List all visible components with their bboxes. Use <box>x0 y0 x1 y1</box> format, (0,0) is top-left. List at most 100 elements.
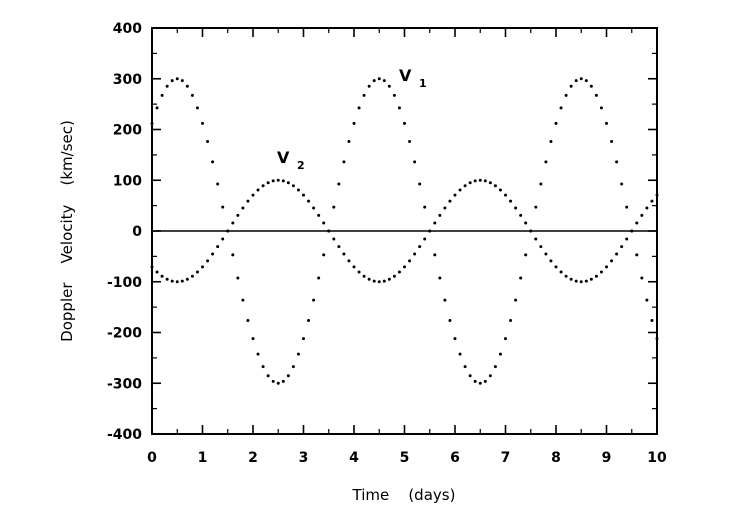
series-v1-point <box>397 106 401 110</box>
series-v2-point <box>387 277 391 281</box>
series-v2-point <box>498 188 502 192</box>
series-v1-point <box>160 93 164 97</box>
series-v1-point <box>594 93 598 97</box>
x-tick-label: 2 <box>248 450 258 466</box>
series-v2-point <box>180 279 184 283</box>
series-v1-point <box>569 84 573 88</box>
series-v1-point <box>266 374 270 378</box>
series-v1-point <box>251 337 255 341</box>
series-v2-point <box>428 229 432 233</box>
series-v2-point <box>544 252 548 256</box>
x-tick-label: 0 <box>147 450 157 466</box>
series-v1-point <box>392 93 396 97</box>
series-v2-point <box>236 213 240 217</box>
series-v2-point <box>150 265 154 269</box>
series-v1-label-sub: 1 <box>419 77 427 90</box>
series-v1-point <box>281 379 285 383</box>
series-v2-point <box>605 265 608 269</box>
series-v1-point <box>286 374 290 378</box>
series-v1-point <box>180 79 184 83</box>
series-v1-point <box>206 140 210 144</box>
series-v2-point <box>332 237 336 241</box>
x-tick-label: 1 <box>198 450 208 466</box>
series-v1-point <box>165 84 169 88</box>
series-v2-point <box>655 193 659 197</box>
series-v2-point <box>271 179 275 183</box>
series-v1-point <box>539 182 543 186</box>
series-v2-point <box>514 206 518 210</box>
series-v2-point <box>463 184 467 188</box>
series-v1-point <box>498 352 502 356</box>
series-v2-point <box>574 279 578 283</box>
series-v1-point <box>605 121 608 125</box>
series-v2-label: V 2 <box>277 148 305 172</box>
series-v2-point <box>549 259 553 263</box>
series-v2-point <box>231 221 235 225</box>
y-axis-label: Doppler Velocity (km/sec) <box>58 120 76 342</box>
x-tick-label: 6 <box>450 450 460 466</box>
series-v1-point <box>271 379 275 383</box>
series-v2-point <box>599 270 603 274</box>
series-v2-point <box>458 188 462 192</box>
series-v1-point <box>307 318 311 322</box>
series-v1-point <box>599 106 603 110</box>
x-tick-label: 9 <box>602 450 612 466</box>
series-v1-point <box>322 253 326 257</box>
y-tick-label: -300 <box>107 376 142 392</box>
series-v2-point <box>418 245 422 249</box>
y-tick-label: 0 <box>132 224 142 240</box>
series-v1-point <box>256 352 260 356</box>
series-v1-point <box>185 84 189 88</box>
x-tick-label: 3 <box>299 450 309 466</box>
series-v2-point <box>443 206 447 210</box>
series-v2-point <box>155 270 159 274</box>
series-v1-point <box>443 298 447 302</box>
series-v1-point <box>438 276 442 280</box>
series-v1-point <box>519 276 523 280</box>
x-tick-label: 10 <box>647 450 667 466</box>
series-v1-point <box>246 318 250 322</box>
series-v1-point <box>201 121 204 125</box>
series-v1-point <box>261 365 265 369</box>
series-v2-point <box>640 213 644 217</box>
series-v2-point <box>589 277 593 281</box>
series-v2-point <box>302 193 305 197</box>
series-v2-point <box>423 237 427 241</box>
series-v2-point <box>645 206 649 210</box>
series-v2-point <box>413 252 417 256</box>
series-v2-point <box>625 237 629 241</box>
series-v2-point <box>382 279 386 283</box>
series-v1-point <box>645 298 649 302</box>
series-v1-point <box>423 205 427 209</box>
series-v1-point <box>387 84 391 88</box>
series-v1-point <box>413 160 417 164</box>
series-v2-point <box>610 259 614 263</box>
series-v1-point <box>221 205 225 209</box>
series-v1-point <box>564 93 568 97</box>
y-tick-label: -400 <box>107 427 142 443</box>
series-v2-point <box>185 277 189 281</box>
series-v2-point <box>473 179 477 183</box>
series-v2-point <box>362 274 366 278</box>
x-tick-label: 4 <box>349 450 359 466</box>
series-v1-label-main: V <box>399 66 412 85</box>
series-v2-point <box>195 270 199 274</box>
series-v2-point <box>397 270 401 274</box>
series-v1-point <box>155 106 159 110</box>
series-v1-point <box>382 79 386 83</box>
series-v1-point <box>534 205 538 209</box>
series-v1-point <box>453 337 457 341</box>
x-tick-label: 8 <box>551 450 561 466</box>
series-v1-point <box>403 121 406 125</box>
series-v2-point <box>579 280 583 284</box>
series-v2-point <box>493 184 497 188</box>
series-v2-point <box>175 280 179 284</box>
series-v2-point <box>635 221 639 225</box>
y-tick-label: 400 <box>113 21 142 37</box>
series-v1-point <box>317 276 321 280</box>
series-v2-label-main: V <box>277 148 290 167</box>
series-v1-point <box>190 93 194 97</box>
series-v1-point <box>342 160 346 164</box>
series-v1-point <box>302 337 305 341</box>
